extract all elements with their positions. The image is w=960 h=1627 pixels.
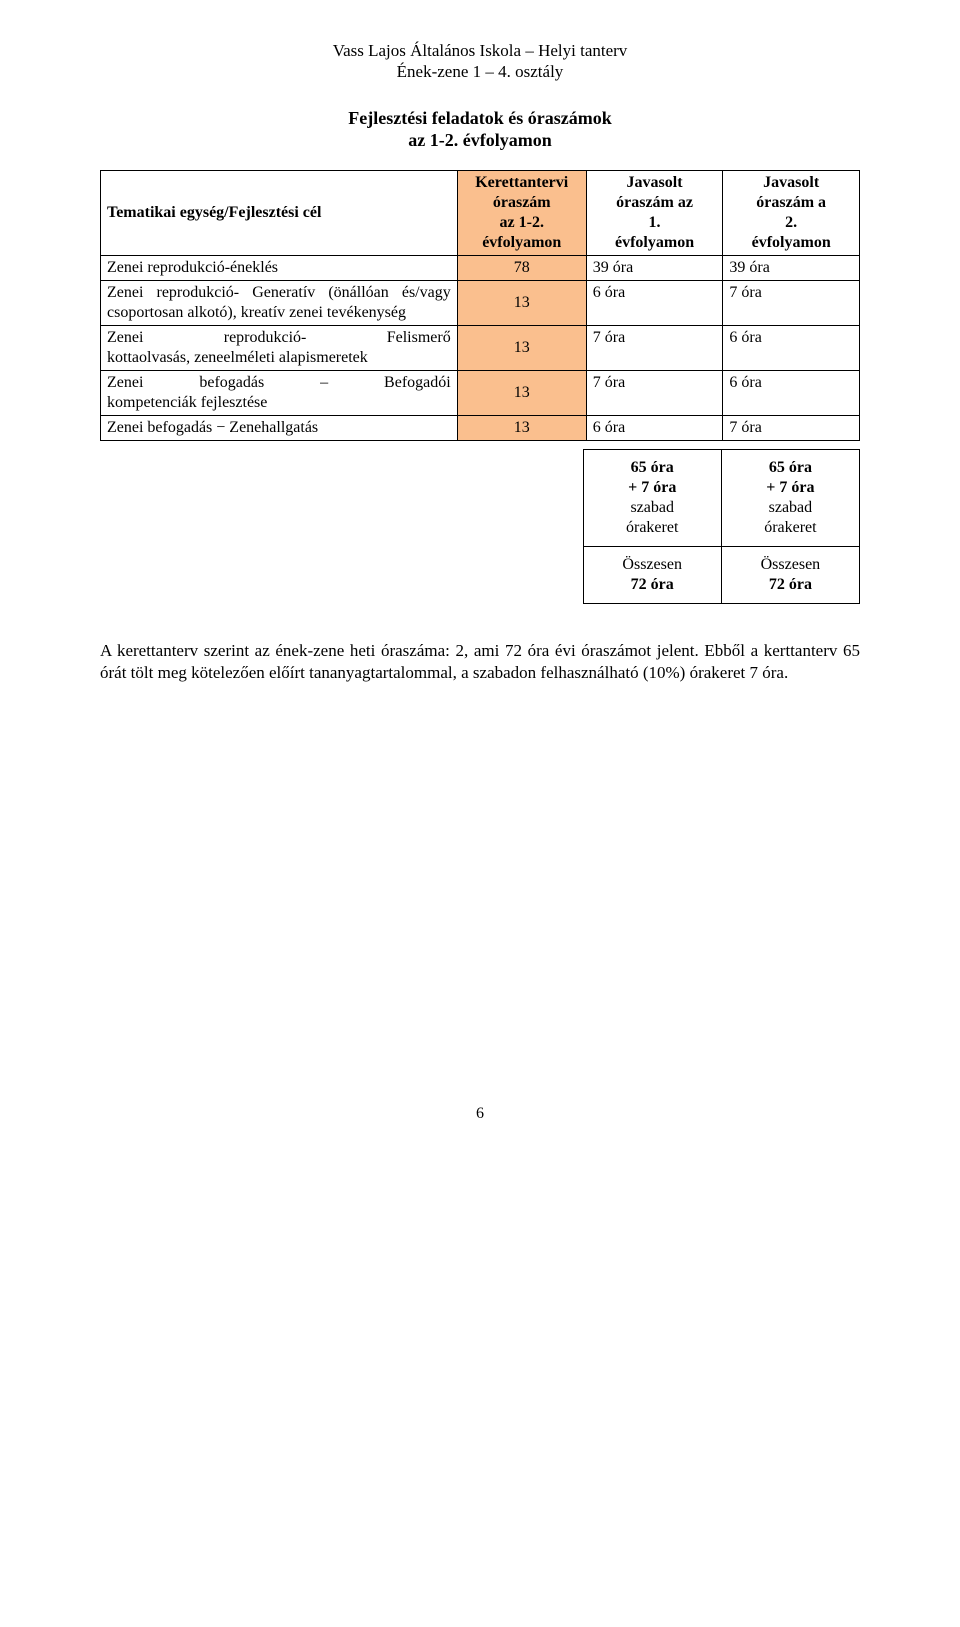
row2-m: reprodukció- xyxy=(224,328,307,348)
summary-cell-2: 65 óra + 7 óra szabad órakeret xyxy=(721,449,859,546)
col-header-topic: Tematikai egység/Fejlesztési cél xyxy=(101,170,458,255)
summary-cell-3: Összesen 72 óra xyxy=(583,546,721,603)
row2-r: Felismerő xyxy=(387,328,451,348)
row3-label: Zenei befogadás – Befogadói kompetenciák… xyxy=(101,370,458,415)
summary-cell-1: 65 óra + 7 óra szabad órakeret xyxy=(583,449,721,546)
row1-k: 13 xyxy=(457,280,586,325)
col4-l1: Javasolt xyxy=(729,173,853,193)
row3-l: Zenei xyxy=(107,373,143,393)
table-row: Zenei reprodukció- Felismerő kottaolvasá… xyxy=(101,325,860,370)
row3-label-line2: kompetenciák fejlesztése xyxy=(107,393,451,413)
summary-wrap: 65 óra + 7 óra szabad órakeret 65 óra + … xyxy=(100,441,860,604)
s2-l3: szabad xyxy=(732,498,849,518)
document-title: Fejlesztési feladatok és óraszámok az 1-… xyxy=(100,107,860,152)
row2-label-line2: kottaolvasás, zeneelméleti alapismeretek xyxy=(107,348,451,368)
header-line-2: Ének-zene 1 – 4. osztály xyxy=(100,61,860,82)
row3-label-line1: Zenei befogadás – Befogadói xyxy=(107,373,451,393)
row0-label: Zenei reprodukció-éneklés xyxy=(101,255,458,280)
col3-l3: 1. xyxy=(593,213,717,233)
table-row: Zenei reprodukció-éneklés 78 39 óra 39 ó… xyxy=(101,255,860,280)
s1-l2: + 7 óra xyxy=(594,478,711,498)
s1-l1: 65 óra xyxy=(594,458,711,478)
row3-j2: 6 óra xyxy=(723,370,860,415)
col4-l2: óraszám a xyxy=(729,193,853,213)
row2-label-line1: Zenei reprodukció- Felismerő xyxy=(107,328,451,348)
row3-k: 13 xyxy=(457,370,586,415)
row2-l: Zenei xyxy=(107,328,143,348)
page-header: Vass Lajos Általános Iskola – Helyi tant… xyxy=(100,40,860,83)
col3-l1: Javasolt xyxy=(593,173,717,193)
table-header-row: Tematikai egység/Fejlesztési cél Keretta… xyxy=(101,170,860,255)
col2-l2: óraszám xyxy=(464,193,580,213)
summary-row-1: 65 óra + 7 óra szabad órakeret 65 óra + … xyxy=(583,449,859,546)
row0-k: 78 xyxy=(457,255,586,280)
summary-table: 65 óra + 7 óra szabad órakeret 65 óra + … xyxy=(583,449,860,604)
row2-j2: 6 óra xyxy=(723,325,860,370)
row4-j2: 7 óra xyxy=(723,415,860,440)
row3-j1: 7 óra xyxy=(586,370,723,415)
col-header-javasolt-1: Javasolt óraszám az 1. évfolyamon xyxy=(586,170,723,255)
col2-l1: Kerettantervi xyxy=(464,173,580,193)
s2-l1: 65 óra xyxy=(732,458,849,478)
row0-j2: 39 óra xyxy=(723,255,860,280)
col2-l4: évfolyamon xyxy=(464,233,580,253)
row4-label: Zenei befogadás − Zenehallgatás xyxy=(101,415,458,440)
title-line-2: az 1-2. évfolyamon xyxy=(100,129,860,152)
s2-l4: órakeret xyxy=(732,518,849,538)
table-row: Zenei reprodukció- Generatív (önállóan é… xyxy=(101,280,860,325)
row1-j2: 7 óra xyxy=(723,280,860,325)
row2-k: 13 xyxy=(457,325,586,370)
s2-l2: + 7 óra xyxy=(732,478,849,498)
col-header-kerettantervi: Kerettantervi óraszám az 1-2. évfolyamon xyxy=(457,170,586,255)
table-row: Zenei befogadás − Zenehallgatás 13 6 óra… xyxy=(101,415,860,440)
header-line-1: Vass Lajos Általános Iskola – Helyi tant… xyxy=(100,40,860,61)
page-number: 6 xyxy=(100,1104,860,1124)
s1-l4: órakeret xyxy=(594,518,711,538)
s4-l1: Összesen xyxy=(732,555,849,575)
row4-k: 13 xyxy=(457,415,586,440)
row2-j1: 7 óra xyxy=(586,325,723,370)
s1-l3: szabad xyxy=(594,498,711,518)
col-header-javasolt-2: Javasolt óraszám a 2. évfolyamon xyxy=(723,170,860,255)
row3-m: befogadás xyxy=(199,373,264,393)
s4-l2: 72 óra xyxy=(732,575,849,595)
col4-l4: évfolyamon xyxy=(729,233,853,253)
col2-l3: az 1-2. xyxy=(464,213,580,233)
s3-l1: Összesen xyxy=(594,555,711,575)
col4-l3: 2. xyxy=(729,213,853,233)
row4-j1: 6 óra xyxy=(586,415,723,440)
body-paragraph: A kerettanterv szerint az ének-zene heti… xyxy=(100,640,860,684)
col3-l2: óraszám az xyxy=(593,193,717,213)
summary-cell-4: Összesen 72 óra xyxy=(721,546,859,603)
table-row: Zenei befogadás – Befogadói kompetenciák… xyxy=(101,370,860,415)
s3-l2: 72 óra xyxy=(594,575,711,595)
row1-label: Zenei reprodukció- Generatív (önállóan é… xyxy=(101,280,458,325)
summary-row-2: Összesen 72 óra Összesen 72 óra xyxy=(583,546,859,603)
row1-j1: 6 óra xyxy=(586,280,723,325)
row0-j1: 39 óra xyxy=(586,255,723,280)
col3-l4: évfolyamon xyxy=(593,233,717,253)
curriculum-table: Tematikai egység/Fejlesztési cél Keretta… xyxy=(100,170,860,441)
row2-label: Zenei reprodukció- Felismerő kottaolvasá… xyxy=(101,325,458,370)
row3-d: – xyxy=(320,373,328,393)
title-line-1: Fejlesztési feladatok és óraszámok xyxy=(100,107,860,130)
row3-r: Befogadói xyxy=(384,373,451,393)
